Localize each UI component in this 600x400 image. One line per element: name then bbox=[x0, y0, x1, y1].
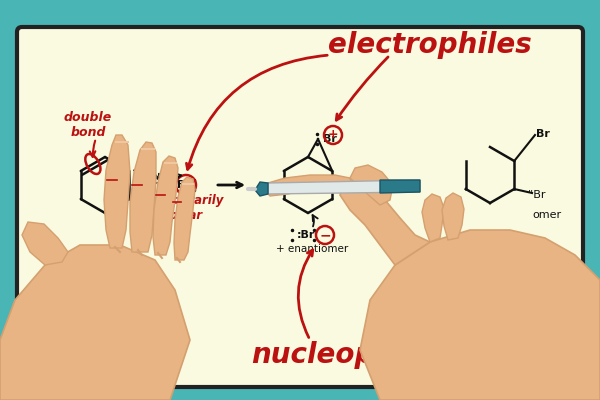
Text: +: + bbox=[328, 128, 338, 142]
Polygon shape bbox=[0, 245, 190, 400]
Polygon shape bbox=[22, 222, 68, 265]
Polygon shape bbox=[380, 180, 420, 193]
Polygon shape bbox=[130, 142, 156, 252]
Text: Br: Br bbox=[536, 129, 550, 139]
Polygon shape bbox=[422, 194, 444, 242]
Polygon shape bbox=[265, 175, 352, 196]
Polygon shape bbox=[350, 165, 393, 205]
Text: double
bond: double bond bbox=[64, 111, 112, 139]
Text: −: − bbox=[319, 228, 331, 242]
Text: :Br: :Br bbox=[141, 180, 159, 190]
Polygon shape bbox=[153, 156, 178, 255]
Text: Br: Br bbox=[323, 134, 337, 144]
Polygon shape bbox=[268, 180, 420, 194]
Polygon shape bbox=[442, 193, 464, 240]
Polygon shape bbox=[255, 182, 268, 196]
Text: nucleophiles: nucleophiles bbox=[251, 341, 449, 369]
Text: omer: omer bbox=[532, 210, 561, 220]
Polygon shape bbox=[340, 178, 430, 265]
Polygon shape bbox=[360, 230, 600, 400]
Text: :Br: :Br bbox=[297, 230, 315, 240]
Polygon shape bbox=[174, 177, 195, 260]
Polygon shape bbox=[104, 135, 130, 248]
Text: temporarily
polar: temporarily polar bbox=[146, 194, 224, 222]
Text: Br:: Br: bbox=[177, 180, 195, 190]
Text: ''Br: ''Br bbox=[528, 190, 547, 200]
FancyBboxPatch shape bbox=[17, 27, 583, 387]
Text: + enantiomer: + enantiomer bbox=[276, 244, 348, 254]
Text: electrophiles: electrophiles bbox=[328, 31, 532, 59]
